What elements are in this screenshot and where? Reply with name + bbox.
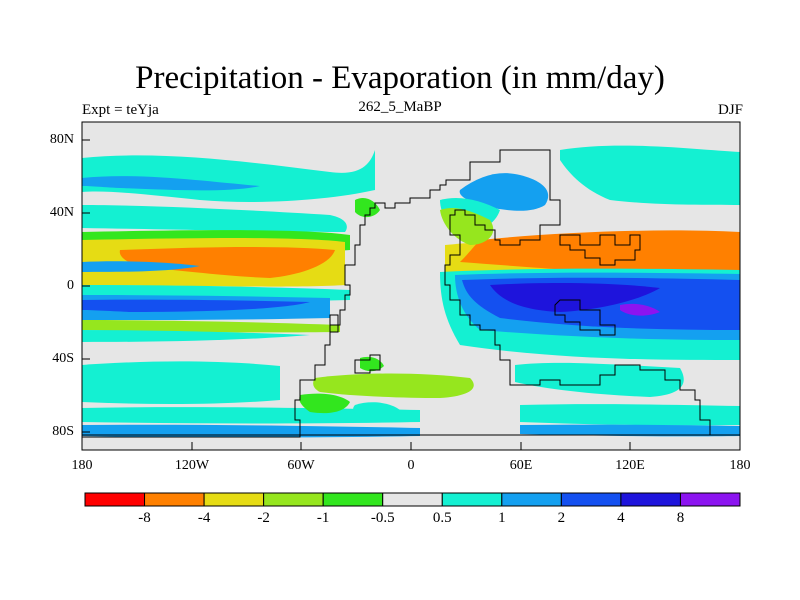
field-band-south-2 xyxy=(515,362,684,397)
field-land-wet-1 xyxy=(459,173,549,211)
landmass-outline-south-asia xyxy=(554,299,616,336)
field-land-south-2 xyxy=(299,393,350,414)
field-band-south-1 xyxy=(82,361,280,405)
landmass-outline-main xyxy=(81,149,711,438)
colorbar-swatch xyxy=(382,492,443,507)
field-band-south-6 xyxy=(520,424,740,437)
y-tick-label-0: 0 xyxy=(67,278,74,293)
colorbar-swatch xyxy=(322,492,384,507)
y-tick-label-40s: 40S xyxy=(52,351,74,366)
field-land-south-1 xyxy=(313,373,474,398)
x-tick-label-180-left: 180 xyxy=(71,458,93,473)
colorbar-label: 4 xyxy=(617,510,625,526)
colorbar-swatch xyxy=(441,492,503,507)
experiment-label: Expt = teYja xyxy=(82,102,159,118)
colorbar-swatch xyxy=(501,492,562,507)
season-label: DJF xyxy=(717,102,743,118)
y-tick-label-80n: 80N xyxy=(49,132,74,147)
field-band-eq-4 xyxy=(82,320,340,333)
coastline-layer xyxy=(81,149,740,438)
field-wet-east-5 xyxy=(620,303,660,316)
field-band-north-4 xyxy=(82,205,347,232)
colorbar-swatch xyxy=(263,492,324,507)
x-tick-label-180-right: 180 xyxy=(729,458,751,473)
field-wet-patch-1 xyxy=(82,261,200,272)
colorbar-label: 8 xyxy=(676,510,685,526)
colorbar-swatch xyxy=(84,492,146,507)
x-tick-label-60e: 60E xyxy=(509,458,533,473)
x-tick-label-60w: 60W xyxy=(287,458,315,473)
colorbar-label: 1 xyxy=(498,510,506,526)
field-band-north-2 xyxy=(82,176,260,191)
colorbar-swatch xyxy=(679,492,741,507)
colorbar-swatch xyxy=(144,492,205,507)
colorbar-swatch xyxy=(560,492,622,507)
x-tick-label-0: 0 xyxy=(407,458,415,473)
map-title: Precipitation - Evaporation (in mm/day) xyxy=(135,60,665,96)
colorbar xyxy=(84,492,741,507)
y-tick-label-80s: 80S xyxy=(52,424,74,439)
colorbar-label: -8 xyxy=(138,510,151,526)
tick-marks xyxy=(81,139,741,450)
field-band-south-4 xyxy=(520,404,740,426)
field-layer xyxy=(82,122,740,450)
x-tick-label-120e: 120E xyxy=(615,458,645,473)
field-dry-belt-3 xyxy=(119,246,335,278)
field-land-south-4 xyxy=(353,402,400,420)
field-band-eq-3 xyxy=(82,299,310,312)
y-tick-label-40n: 40N xyxy=(49,205,74,220)
colorbar-swatch xyxy=(620,492,681,507)
colorbar-label: -1 xyxy=(316,510,330,526)
period-label: 262_5_MaBP xyxy=(358,99,442,115)
colorbar-label: -2 xyxy=(257,510,270,526)
colorbar-swatch xyxy=(203,492,265,507)
field-band-north-3 xyxy=(560,145,740,205)
field-wet-east-4 xyxy=(490,283,660,312)
landmass-outline-east xyxy=(559,234,641,266)
field-land-wet-3 xyxy=(440,208,494,245)
field-band-eq-5 xyxy=(82,330,310,342)
colorbar-label: 2 xyxy=(557,510,566,526)
colorbar-label: 0.5 xyxy=(432,510,452,526)
colorbar-label: -4 xyxy=(197,510,211,526)
field-dry-east-2 xyxy=(460,230,740,272)
field-band-south-5 xyxy=(82,424,420,438)
x-tick-label-120w: 120W xyxy=(174,458,210,473)
field-land-green-1 xyxy=(355,198,380,218)
colorbar-label: -0.5 xyxy=(370,510,395,526)
landmass-outline-island xyxy=(354,354,381,374)
landmass-outline-small xyxy=(329,314,339,333)
